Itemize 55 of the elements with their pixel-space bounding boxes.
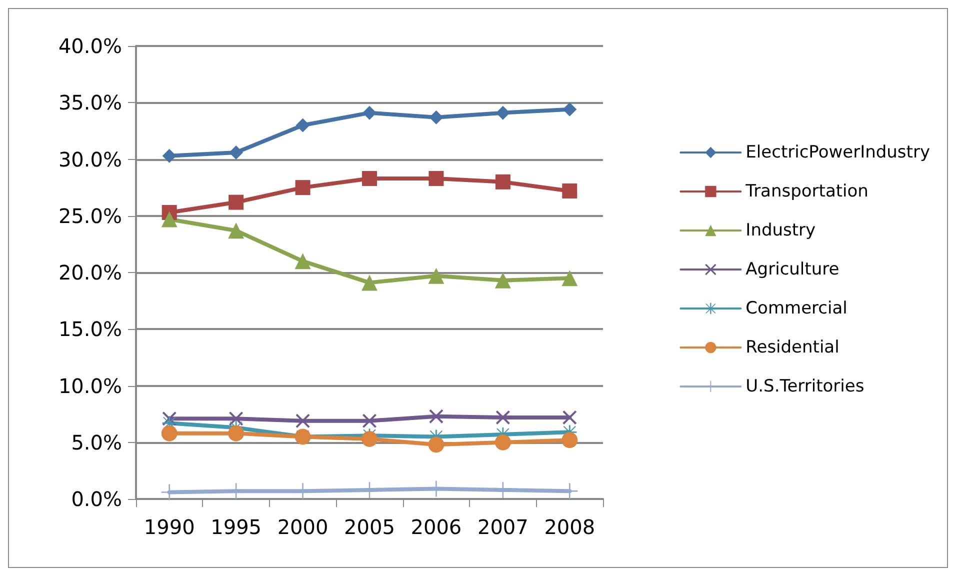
point — [428, 171, 444, 186]
y-tick-label: 5.0% — [71, 430, 122, 454]
point — [494, 434, 511, 450]
legend-label: U.S.Territories — [746, 376, 864, 396]
legend-label: Agriculture — [746, 260, 840, 280]
y-tick-label: 10.0% — [58, 374, 122, 398]
point — [228, 425, 244, 442]
point — [562, 183, 578, 198]
point — [428, 436, 444, 453]
point — [296, 118, 310, 132]
x-tick-label: 2006 — [410, 515, 462, 539]
y-tick-label: 15.0% — [58, 317, 122, 342]
point — [496, 410, 510, 424]
point — [495, 174, 510, 190]
point — [362, 106, 376, 120]
point — [294, 253, 311, 270]
legend-label: ElectricPowerIndustry — [746, 142, 930, 162]
point — [362, 414, 376, 428]
point — [428, 268, 444, 284]
y-tick-label: 40.0% — [58, 34, 122, 58]
point — [161, 425, 178, 442]
point — [229, 412, 244, 426]
point — [162, 148, 176, 163]
point — [496, 106, 510, 120]
point — [362, 430, 378, 447]
point — [562, 432, 578, 448]
point — [296, 414, 310, 428]
x-tick-label: 2007 — [477, 515, 528, 539]
y-tick-label: 35.0% — [58, 90, 122, 115]
point — [228, 194, 244, 210]
legend-label: Transportation — [744, 182, 868, 202]
point — [228, 222, 244, 239]
legend-label: Residential — [746, 338, 840, 358]
y-tick-label: 25.0% — [58, 204, 122, 228]
point — [229, 145, 244, 160]
point — [161, 211, 178, 228]
x-tick-label: 2008 — [544, 515, 596, 539]
x-tick-label: 2005 — [344, 515, 395, 539]
y-tick-label: 0.0% — [71, 487, 122, 511]
point — [562, 270, 578, 286]
point — [362, 171, 377, 186]
y-tick-label: 30.0% — [58, 147, 122, 172]
point — [429, 409, 444, 424]
point — [562, 102, 577, 116]
legend-label: Commercial — [746, 298, 848, 318]
point — [362, 274, 378, 291]
y-tick-label: 20.0% — [58, 260, 122, 284]
legend-label: Industry — [746, 220, 816, 240]
x-tick-label: 1990 — [144, 515, 195, 539]
x-tick-label: 2000 — [277, 515, 328, 539]
point — [429, 110, 444, 124]
x-tick-label: 1995 — [210, 515, 262, 539]
point — [295, 180, 310, 196]
point — [562, 410, 577, 424]
point — [494, 272, 511, 288]
